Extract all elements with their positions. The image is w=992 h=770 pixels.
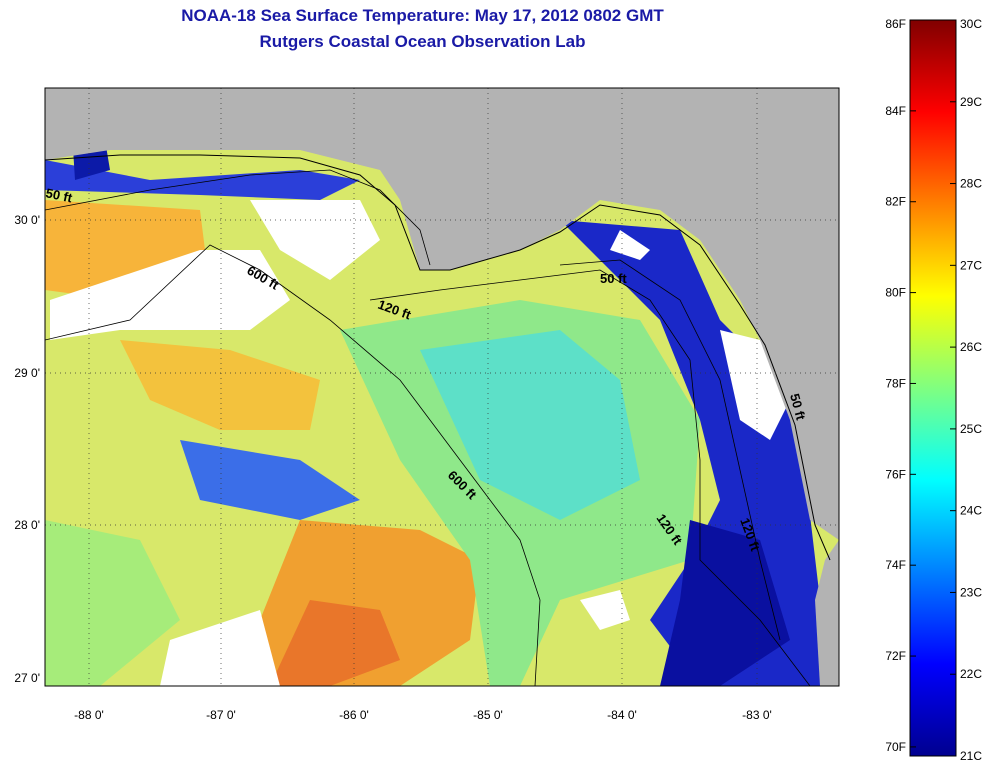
fahrenheit-label: 86F <box>885 17 906 31</box>
fahrenheit-label: 78F <box>885 376 906 390</box>
fahrenheit-label: 80F <box>885 286 906 300</box>
hot-patch <box>270 600 400 686</box>
land <box>45 105 110 160</box>
colorbar-labels: 30C 29C 28C 27C 26C 25C 24C 23C 22C 21C 86F 84F 82F 8… <box>885 17 982 763</box>
cloud-mask <box>250 200 380 280</box>
cloud-mask <box>160 610 280 686</box>
fahrenheit-label: 82F <box>885 195 906 209</box>
lon-tick-label: -84 0' <box>607 708 637 722</box>
warm-patch <box>120 340 320 430</box>
celsius-label: 21C <box>960 749 982 763</box>
contour-50ft <box>45 169 431 266</box>
lat-tick-label: 28 0' <box>14 518 40 532</box>
sst-field <box>45 88 839 686</box>
celsius-label: 28C <box>960 177 982 191</box>
fahrenheit-label: 70F <box>885 740 906 754</box>
celsius-label: 24C <box>960 504 982 518</box>
coastline <box>45 154 831 561</box>
cold-band <box>660 520 790 686</box>
contour-label: 50 ft <box>44 185 74 205</box>
lat-tick-label: 27 0' <box>14 671 40 685</box>
cool-patch <box>420 330 640 520</box>
fahrenheit-label: 84F <box>885 104 906 118</box>
lon-tick-label: -83 0' <box>742 708 772 722</box>
celsius-label: 23C <box>960 585 982 599</box>
cool-patch <box>45 520 180 686</box>
contour-600ft <box>45 244 541 686</box>
fahrenheit-label: 76F <box>885 467 906 481</box>
map-title: NOAA-18 Sea Surface Temperature: May 17,… <box>181 6 664 25</box>
contour-120ft <box>369 269 811 686</box>
cloud-mask <box>50 250 290 340</box>
fahrenheit-label: 74F <box>885 558 906 572</box>
cold-band <box>45 160 360 200</box>
colorbar <box>909 19 957 757</box>
lon-tick-label: -86 0' <box>339 708 369 722</box>
celsius-label: 30C <box>960 17 982 31</box>
fahrenheit-label: 72F <box>885 649 906 663</box>
lat-tick-label: 30 0' <box>14 213 40 227</box>
lat-tick-label: 29 0' <box>14 366 40 380</box>
celsius-label: 25C <box>960 422 982 436</box>
map-subtitle: Rutgers Coastal Ocean Observation Lab <box>259 32 586 51</box>
cloud-mask <box>580 590 630 630</box>
celsius-label: 22C <box>960 667 982 681</box>
cold-band <box>560 220 839 686</box>
cloud-mask <box>610 230 650 260</box>
lon-tick-label: -88 0' <box>74 708 104 722</box>
land <box>815 540 839 686</box>
lon-tick-label: -85 0' <box>473 708 503 722</box>
cold-patch <box>180 440 360 520</box>
contour-label: 50 ft <box>600 271 627 286</box>
lon-tick-label: -87 0' <box>206 708 236 722</box>
contour-label: 50 ft <box>787 392 809 422</box>
celsius-label: 29C <box>960 95 982 109</box>
celsius-label: 27C <box>960 258 982 272</box>
cloud-mask <box>720 330 790 440</box>
contour-50ft-east <box>559 259 781 641</box>
celsius-label: 26C <box>960 340 982 354</box>
land <box>45 88 839 540</box>
